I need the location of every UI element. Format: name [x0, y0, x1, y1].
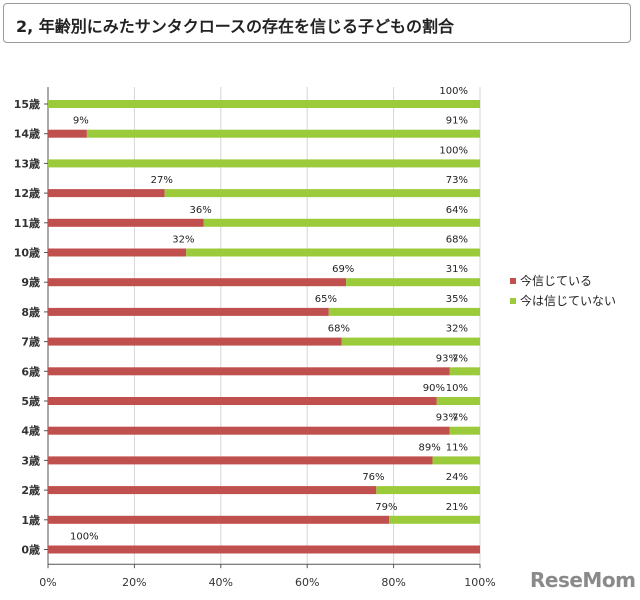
data-label-believe: 68%: [328, 324, 350, 335]
legend-label: 今信じている: [520, 273, 592, 288]
data-label-not-believe: 68%: [446, 235, 468, 246]
y-tick-label: 5歳: [21, 394, 40, 408]
data-label-not-believe: 21%: [446, 502, 468, 513]
bar-believe: [48, 278, 347, 287]
data-label-believe: 90%: [423, 383, 445, 394]
bar-not-believe: [86, 129, 480, 138]
bar-believe: [48, 337, 342, 346]
bar-believe: [48, 486, 377, 495]
bar-believe: [48, 248, 187, 257]
data-label-not-believe: 7%: [452, 413, 468, 424]
y-tick-label: 1歳: [21, 513, 40, 527]
y-tick-label: 7歳: [21, 335, 40, 349]
x-tick-label: 100%: [464, 576, 495, 589]
bar-believe: [48, 367, 450, 376]
bar-believe: [48, 189, 165, 198]
bar-not-believe: [203, 218, 480, 227]
data-label-not-believe: 10%: [446, 383, 468, 394]
x-tick-label: 0%: [39, 576, 56, 589]
data-label-not-believe: 11%: [446, 442, 468, 453]
bar-not-believe: [449, 367, 480, 376]
legend-swatch: [510, 278, 516, 284]
data-label-believe: 69%: [332, 264, 354, 275]
y-tick-label: 9歳: [21, 275, 40, 289]
data-label-believe: 100%: [70, 532, 99, 543]
data-label-believe: 93%: [436, 413, 458, 424]
data-label-believe: 32%: [172, 235, 194, 246]
legend-label: 今は信じていない: [520, 293, 616, 308]
data-label-not-believe: 32%: [446, 324, 468, 335]
bar-believe: [48, 515, 390, 524]
y-tick-label: 8歳: [21, 305, 40, 319]
bar-believe: [48, 456, 433, 465]
bar-not-believe: [346, 278, 480, 287]
bar-not-believe: [164, 189, 480, 198]
data-label-not-believe: 24%: [446, 472, 468, 483]
data-label-not-believe: 100%: [439, 86, 468, 97]
y-tick-label: 3歳: [21, 453, 40, 467]
data-label-not-believe: 91%: [446, 116, 468, 127]
y-tick-label: 14歳: [14, 127, 40, 141]
bar-not-believe: [449, 426, 480, 435]
data-label-not-believe: 31%: [446, 264, 468, 275]
data-label-believe: 27%: [151, 175, 173, 186]
data-label-not-believe: 100%: [439, 145, 468, 156]
resemom-logo: ReseMom: [530, 568, 636, 592]
data-label-believe: 89%: [418, 442, 440, 453]
data-label-believe: 76%: [362, 472, 384, 483]
x-tick-label: 20%: [122, 576, 146, 589]
y-tick-label: 11歳: [14, 216, 40, 230]
data-label-believe: 36%: [190, 205, 212, 216]
data-label-believe: 65%: [315, 294, 337, 305]
data-label-believe: 9%: [73, 116, 89, 127]
bar-believe: [48, 397, 437, 405]
data-label-not-believe: 35%: [446, 294, 468, 305]
data-label-believe: 93%: [436, 353, 458, 364]
bar-not-believe: [341, 337, 480, 346]
x-tick-label: 40%: [209, 576, 233, 589]
y-tick-label: 2歳: [21, 483, 40, 497]
y-tick-label: 4歳: [21, 424, 40, 438]
bar-believe: [48, 545, 480, 554]
bar-not-believe: [389, 515, 480, 524]
bar-believe: [48, 426, 450, 435]
bar-not-believe: [186, 248, 481, 257]
y-tick-label: 15歳: [14, 97, 40, 111]
y-tick-label: 13歳: [14, 156, 40, 170]
bar-believe: [48, 129, 87, 138]
data-label-not-believe: 73%: [446, 175, 468, 186]
data-label-believe: 79%: [375, 502, 397, 513]
bar-believe: [48, 307, 329, 316]
chart-title: 2, 年齢別にみたサンタクロースの存在を信じる子どもの割合: [16, 17, 454, 36]
x-tick-label: 60%: [295, 576, 319, 589]
y-tick-label: 6歳: [21, 364, 40, 378]
bar-not-believe: [48, 100, 480, 108]
legend-swatch: [510, 298, 516, 304]
bar-not-believe: [328, 307, 480, 316]
title-box: 2, 年齢別にみたサンタクロースの存在を信じる子どもの割合: [3, 3, 631, 43]
x-tick-label: 80%: [381, 576, 405, 589]
bar-not-believe: [432, 456, 480, 465]
bar-not-believe: [376, 486, 480, 495]
bar-believe: [48, 218, 204, 227]
bar-not-believe: [48, 159, 480, 168]
y-tick-label: 0歳: [21, 543, 40, 557]
y-tick-label: 10歳: [14, 246, 40, 260]
data-label-not-believe: 64%: [446, 205, 468, 216]
y-tick-label: 12歳: [14, 186, 40, 200]
bar-not-believe: [436, 397, 480, 405]
data-label-not-believe: 7%: [452, 353, 468, 364]
